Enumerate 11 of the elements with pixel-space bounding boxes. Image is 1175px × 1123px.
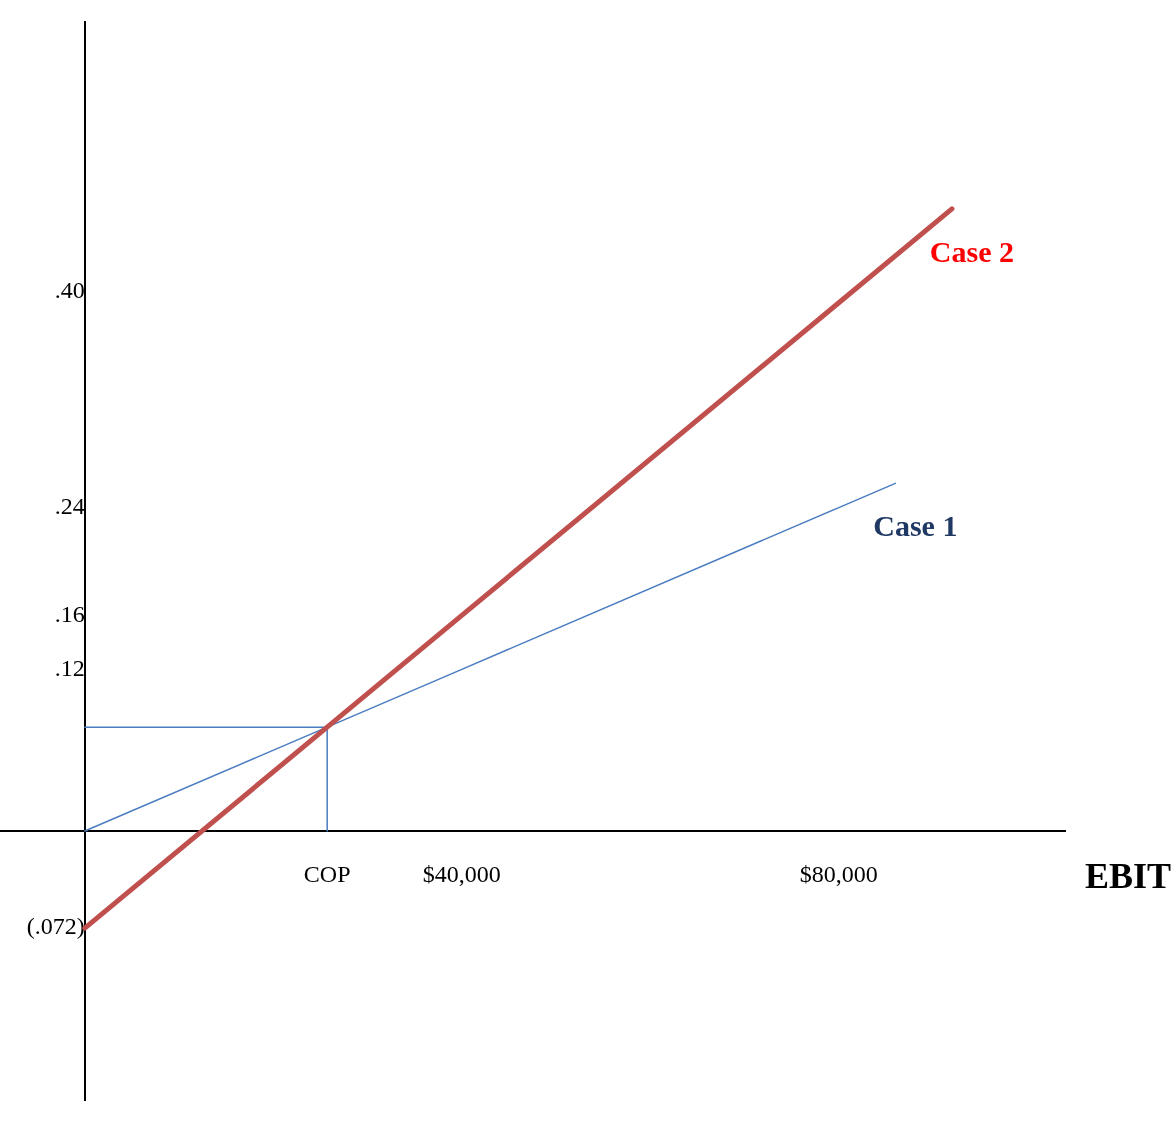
x-tick-label: COP — [303, 860, 351, 887]
y-tick-label: .12 — [54, 654, 85, 681]
y-tick-label: .24 — [54, 492, 85, 519]
y-tick-label: (.072) — [26, 913, 85, 940]
x-tick-label: $80,000 — [799, 860, 878, 887]
series-label: Case 1 — [873, 509, 958, 543]
y-tick-label: .40 — [54, 277, 85, 304]
x-axis-title: EBIT — [1084, 856, 1171, 897]
x-tick-label: $40,000 — [422, 860, 501, 887]
series-label: Case 2 — [929, 234, 1014, 268]
y-tick-label: .16 — [54, 600, 85, 627]
